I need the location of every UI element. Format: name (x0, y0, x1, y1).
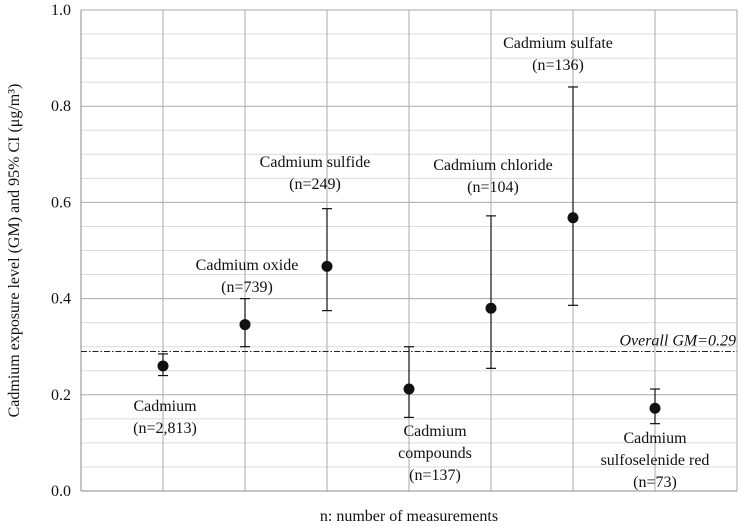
data-point-group: Cadmium chloride (n=104) (433, 157, 553, 369)
gm-marker (485, 302, 497, 314)
point-label-n: (n=137) (409, 467, 461, 484)
gm-marker (649, 402, 661, 414)
data-point-group: Cadmium compounds (n=137) (398, 346, 472, 484)
data-point-group: Cadmium sulfoselenide red (n=73) (601, 388, 710, 491)
point-label-name: Cadmium oxide (196, 257, 299, 274)
data-point-group: Cadmium sulfide (n=249) (260, 154, 371, 312)
gm-marker (157, 360, 169, 372)
y-tick-label: 1.0 (51, 2, 71, 19)
point-label-n: (n=249) (289, 176, 341, 193)
y-tick-label: 0.0 (51, 483, 71, 500)
point-label-n: (n=2,813) (133, 420, 197, 437)
overall-gm-label: Overall GM=0.29 (619, 333, 736, 350)
gm-marker (403, 383, 415, 395)
point-label-n: (n=104) (467, 179, 519, 196)
point-label-n: (n=739) (221, 279, 273, 296)
data-points: Cadmium(n=2,813)Cadmium oxide(n=739)Cadm… (133, 35, 709, 491)
point-label-name: Cadmium (133, 398, 197, 415)
data-point-group: Cadmium oxide (n=739) (196, 257, 299, 348)
y-tick-label: 0.4 (51, 291, 71, 308)
point-label-name: Cadmium sulfide (260, 154, 371, 171)
grid (80, 9, 738, 492)
y-tick-label: 0.2 (51, 387, 71, 404)
data-point-group: Cadmium (n=2,813) (133, 353, 197, 437)
point-label-name: Cadmium compounds (398, 423, 472, 462)
y-axis-ticks: 0.0 0.2 0.4 0.6 0.8 1.0 (51, 2, 71, 500)
point-label-n: (n=136) (532, 57, 584, 74)
gm-marker (321, 260, 333, 272)
point-label-name: Cadmium sulfoselenide red (601, 430, 710, 469)
x-axis-title: n: number of measurements (320, 508, 498, 525)
gm-marker (567, 212, 579, 224)
data-point-group: Cadmium sulfate (n=136) (503, 35, 613, 306)
point-label-name: Cadmium sulfate (503, 35, 613, 52)
y-axis-title: Cadmium exposure level (GM) and 95% CI (… (6, 84, 23, 418)
gm-marker (239, 319, 251, 331)
point-label-name: Cadmium chloride (433, 157, 553, 174)
point-label-n: (n=73) (633, 474, 677, 491)
y-tick-label: 0.8 (51, 98, 71, 115)
y-tick-label: 0.6 (51, 194, 71, 211)
